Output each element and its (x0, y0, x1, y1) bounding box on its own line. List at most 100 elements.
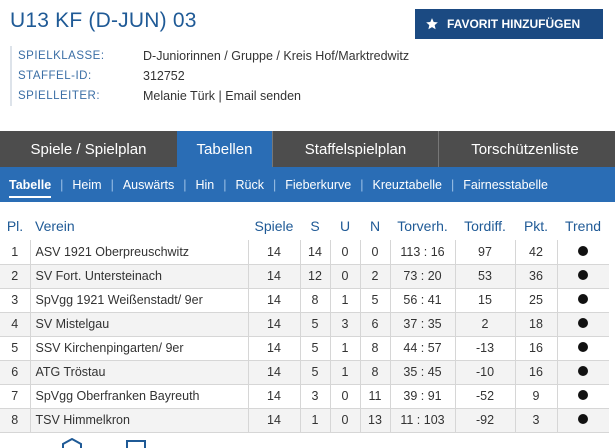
table-row: 6 ATG Tröstau 14 5 1 8 35 : 45 -10 16 (0, 360, 609, 385)
col-header-siege: S (310, 218, 320, 234)
cell-niederlagen: 5 (360, 288, 391, 313)
spielklasse-value: D-Juniorinnen / Gruppe / Kreis Hof/Markt… (143, 49, 410, 63)
cell-spiele: 14 (248, 288, 301, 313)
cell-torverhaeltnis: 44 : 57 (390, 336, 456, 361)
cell-unentschieden: 0 (330, 240, 361, 265)
subnav-fairnesstabelle[interactable]: Fairnesstabelle (463, 177, 548, 192)
subnav-rueck[interactable]: Rück (235, 177, 264, 192)
subnav-hin[interactable]: Hin (195, 177, 215, 192)
trend-dot-icon (578, 390, 589, 400)
cell-niederlagen: 8 (360, 336, 391, 361)
cell-tordifferenz: -10 (455, 360, 516, 385)
cell-verein[interactable]: ATG Tröstau (29, 360, 249, 385)
main-tabs: Spiele / Spielplan Tabellen Staffelspiel… (0, 131, 615, 167)
tab-tabellen[interactable]: Tabellen (177, 131, 272, 167)
cell-unentschieden: 3 (330, 312, 361, 337)
subnav-separator: | (60, 177, 64, 192)
table-row: 8 TSV Himmelkron 14 1 0 13 11 : 103 -92 3 (0, 408, 609, 433)
cell-platz: 2 (0, 264, 30, 289)
cell-tordifferenz: -52 (455, 384, 516, 409)
cell-unentschieden: 0 (330, 264, 361, 289)
subnav-separator: | (223, 177, 227, 192)
col-header-verein: Verein (35, 218, 75, 234)
staffel-id-value: 312752 (143, 69, 185, 83)
subnav-separator: | (450, 177, 455, 192)
cell-verein[interactable]: SV Mistelgau (29, 312, 249, 337)
cell-torverhaeltnis: 35 : 45 (390, 360, 456, 385)
col-header-unentschieden: U (339, 218, 351, 234)
cell-unentschieden: 1 (330, 288, 361, 313)
league-meta: SPIELKLASSE: D-Juniorinnen / Gruppe / Kr… (10, 46, 605, 106)
col-header-torverhaeltnis: Torverh. (397, 218, 448, 234)
cell-verein[interactable]: SSV Kirchenpingarten/ 9er (29, 336, 249, 361)
cell-punkte: 18 (515, 312, 558, 337)
cell-punkte: 36 (515, 264, 558, 289)
standings-body: 1 ASV 1921 Oberpreuschwitz 14 14 0 0 113 : 16 9… (0, 240, 609, 433)
cell-niederlagen: 0 (360, 240, 391, 265)
cell-trend (557, 360, 609, 385)
cell-torverhaeltnis: 37 : 35 (390, 312, 456, 337)
bottom-icons (60, 438, 148, 448)
table-row: 1 ASV 1921 Oberpreuschwitz 14 14 0 0 113 : 16 9… (0, 240, 609, 265)
tab-torschuetzenliste[interactable]: Torschützenliste (471, 140, 579, 158)
subnav-fieberkurve[interactable]: Fieberkurve (285, 177, 352, 192)
tab-spiele-spielplan[interactable]: Spiele / Spielplan (30, 140, 147, 158)
cell-trend (557, 384, 609, 409)
calendar-icon[interactable] (124, 438, 148, 448)
email-send-link[interactable]: Email senden (225, 89, 301, 103)
cell-siege: 8 (300, 288, 331, 313)
cell-trend (557, 288, 609, 313)
cell-unentschieden: 0 (330, 408, 361, 433)
cell-tordifferenz: 15 (455, 288, 516, 313)
subnav-separator: | (360, 177, 364, 192)
staffel-id-label: STAFFEL-ID: (18, 70, 92, 82)
cell-verein[interactable]: TSV Himmelkron (29, 408, 249, 433)
subnav-heim[interactable]: Heim (72, 177, 102, 192)
star-icon (426, 18, 438, 30)
cell-tordifferenz: -92 (455, 408, 516, 433)
cell-unentschieden: 1 (330, 336, 361, 361)
trend-dot-icon (578, 294, 589, 304)
cell-torverhaeltnis: 73 : 20 (390, 264, 456, 289)
spielklasse-label: SPIELKLASSE: (18, 50, 105, 62)
cell-torverhaeltnis: 113 : 16 (390, 240, 456, 265)
cell-siege: 14 (300, 240, 331, 265)
col-header-niederlagen: N (369, 218, 381, 234)
cell-spiele: 14 (248, 264, 301, 289)
subnav-auswaerts[interactable]: Auswärts (122, 177, 175, 192)
cell-spiele: 14 (248, 408, 301, 433)
cell-verein[interactable]: SpVgg Oberfranken Bayreuth (29, 384, 249, 409)
spielleiter-separator: | (218, 89, 222, 103)
cell-verein[interactable]: SV Fort. Untersteinach (29, 264, 249, 289)
cell-punkte: 9 (515, 384, 558, 409)
cell-platz: 7 (0, 384, 30, 409)
shield-icon[interactable] (60, 438, 84, 448)
standings-table-wrap: Pl. Verein Spiele S U N Torverh. Tordiff… (0, 212, 615, 433)
cell-torverhaeltnis: 56 : 41 (390, 288, 456, 313)
cell-siege: 5 (300, 312, 331, 337)
cell-tordifferenz: 53 (455, 264, 516, 289)
subnav-kreuztabelle[interactable]: Kreuztabelle (372, 177, 442, 192)
cell-tordifferenz: 2 (455, 312, 516, 337)
cell-siege: 12 (300, 264, 331, 289)
subnav-tabelle[interactable]: Tabelle (9, 177, 52, 198)
cell-niederlagen: 8 (360, 360, 391, 385)
page-title: U13 KF (D-JUN) 03 (10, 9, 197, 32)
meta-row-spielklasse: SPIELKLASSE: D-Juniorinnen / Gruppe / Kr… (18, 46, 605, 66)
meta-row-spielleiter: SPIELLEITER: Melanie Türk | Email senden (18, 86, 605, 106)
col-header-platz: Pl. (6, 218, 24, 234)
cell-platz: 1 (0, 240, 30, 265)
tab-staffelspielplan[interactable]: Staffelspielplan (304, 140, 407, 158)
tab-divider (438, 131, 439, 167)
trend-dot-icon (578, 366, 589, 376)
table-row: 5 SSV Kirchenpingarten/ 9er 14 5 1 8 44 : 57 -1… (0, 336, 609, 361)
cell-punkte: 25 (515, 288, 558, 313)
table-row: 3 SpVgg 1921 Weißenstadt/ 9er 14 8 1 5 56 : 41… (0, 288, 609, 313)
trend-dot-icon (578, 318, 589, 328)
cell-niederlagen: 13 (360, 408, 391, 433)
favorite-add-button[interactable]: FAVORIT HINZUFÜGEN (415, 9, 603, 39)
trend-dot-icon (578, 245, 589, 256)
cell-verein[interactable]: SpVgg 1921 Weißenstadt/ 9er (29, 288, 249, 313)
cell-verein[interactable]: ASV 1921 Oberpreuschwitz (29, 240, 249, 265)
trend-dot-icon (578, 270, 589, 280)
